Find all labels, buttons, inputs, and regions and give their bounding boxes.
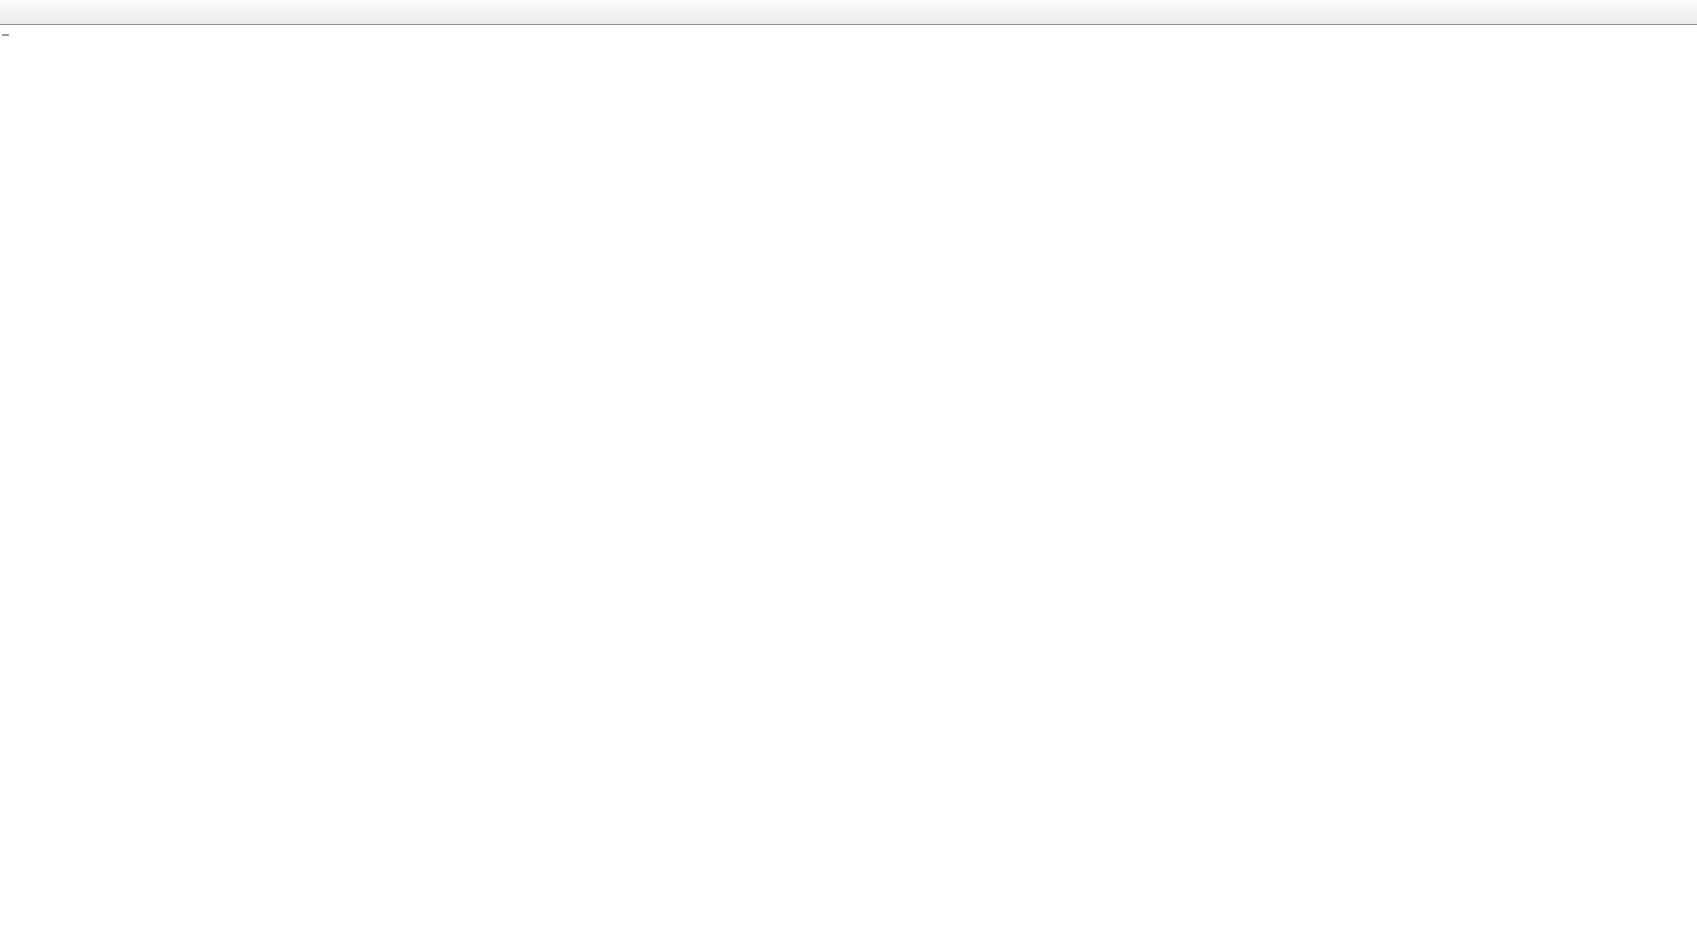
toolbar — [0, 0, 1697, 25]
window-icon-fragment — [2, 34, 9, 36]
chart-canvas — [0, 25, 1697, 945]
chart-window — [0, 25, 1697, 945]
